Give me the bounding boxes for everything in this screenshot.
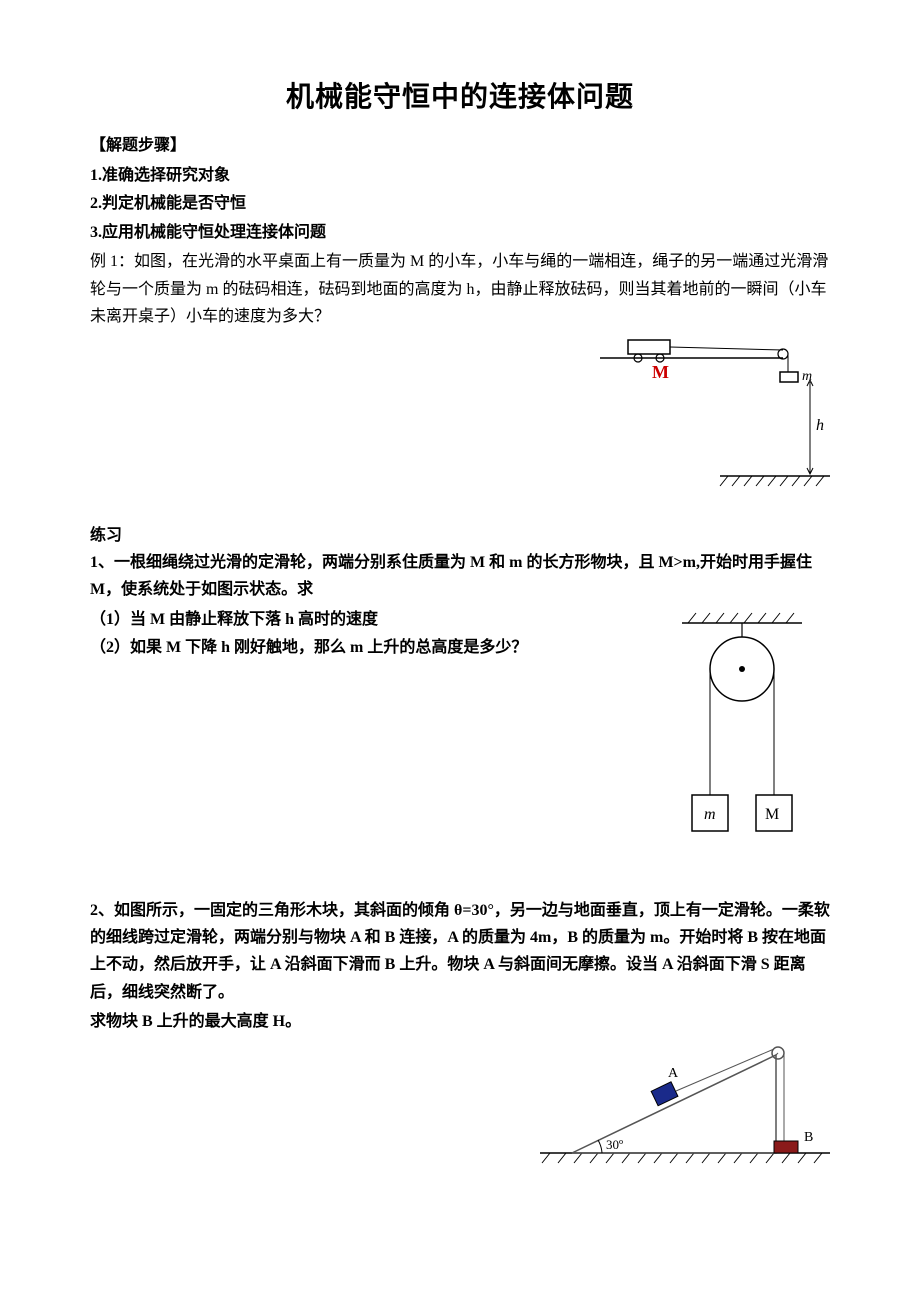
fig2-M-label: M bbox=[765, 806, 779, 823]
example-1-text: 如图，在光滑的水平桌面上有一质量为 M 的小车，小车与绳的一端相连，绳子的另一端… bbox=[90, 253, 828, 324]
p2-last: 求物块 B 上升的最大高度 H。 bbox=[90, 1008, 830, 1035]
step-3: 3.应用机械能守恒处理连接体问题 bbox=[90, 220, 830, 246]
problem-1: 1、一根细绳绕过光滑的定滑轮，两端分别系住质量为 M 和 m 的长方形物块，且 … bbox=[90, 549, 830, 603]
fig2-m-label: m bbox=[704, 806, 716, 823]
example-1: 例 1：如图，在光滑的水平桌面上有一质量为 M 的小车，小车与绳的一端相连，绳子… bbox=[90, 248, 830, 330]
p1-intro: 一根细绳绕过光滑的定滑轮，两端分别系住质量为 M 和 m 的长方形物块，且 M>… bbox=[90, 554, 812, 598]
example-1-prefix: 例 1： bbox=[90, 253, 134, 270]
p2-num: 2、 bbox=[90, 902, 114, 919]
figure-1: M m h bbox=[90, 336, 830, 496]
step-2: 2.判定机械能是否守恒 bbox=[90, 191, 830, 217]
p1-num: 1、 bbox=[90, 554, 114, 571]
fig1-M-label: M bbox=[652, 362, 669, 382]
steps-heading: 【解题步骤】 bbox=[90, 133, 830, 159]
fig1-h-label: h bbox=[816, 417, 824, 434]
figure-3: A B 30º bbox=[90, 1041, 830, 1171]
p2-text: 如图所示，一固定的三角形木块，其斜面的倾角 θ=30°，另一边与地面垂直，顶上有… bbox=[90, 902, 830, 1001]
fig3-A-label: A bbox=[668, 1066, 679, 1081]
fig3-B-label: B bbox=[804, 1130, 813, 1145]
step-1: 1.准确选择研究对象 bbox=[90, 163, 830, 189]
page-title: 机械能守恒中的连接体问题 bbox=[90, 75, 830, 115]
practice-label: 练习 bbox=[90, 522, 830, 549]
fig3-angle-label: 30º bbox=[606, 1137, 623, 1152]
problem-2: 2、如图所示，一固定的三角形木块，其斜面的倾角 θ=30°，另一边与地面垂直，顶… bbox=[90, 897, 830, 1006]
fig1-m-label: m bbox=[802, 369, 812, 384]
